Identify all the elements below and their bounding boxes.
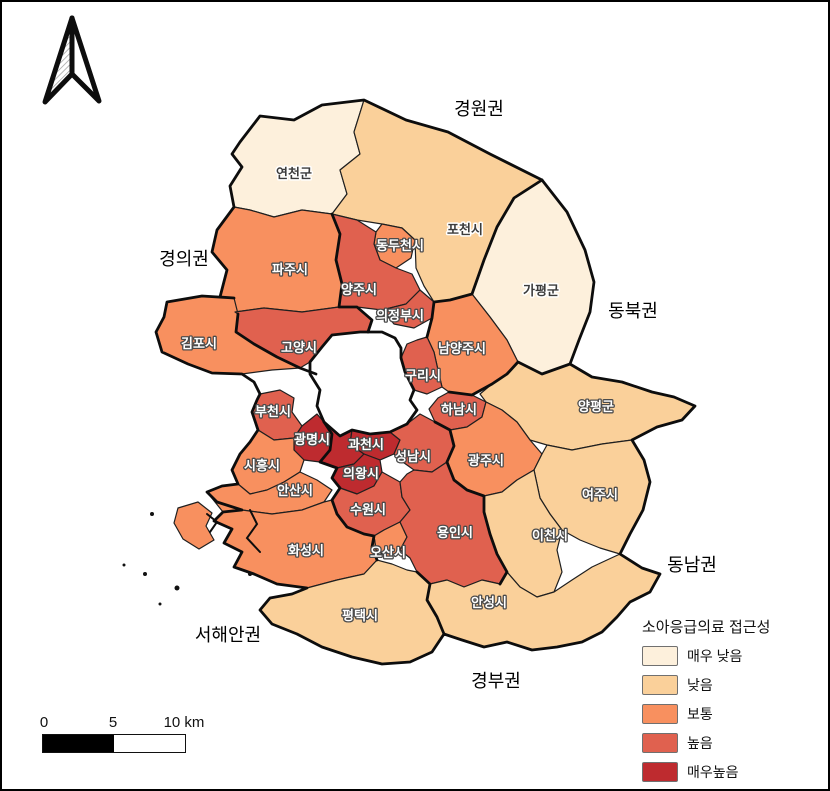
region-label-hwaseong: 화성시 bbox=[288, 543, 324, 558]
region-label-suwon: 수원시 bbox=[350, 502, 386, 517]
legend-item-high: 높음 bbox=[642, 733, 770, 753]
legend-swatch-high bbox=[642, 733, 678, 753]
boundary-path bbox=[318, 420, 379, 562]
scale-bar: 0 5 10 km bbox=[39, 714, 205, 753]
region-label-bucheon: 부천시 bbox=[255, 404, 291, 419]
region-label-paju: 파주시 bbox=[272, 262, 308, 277]
region-label-gapyeong: 가평군 bbox=[523, 283, 559, 298]
boundary-path bbox=[415, 570, 446, 636]
region-label-pocheon: 포천시 bbox=[447, 222, 483, 237]
scale-tick-0: 0 bbox=[39, 714, 49, 731]
boundary-path bbox=[308, 330, 419, 438]
islet bbox=[150, 512, 154, 516]
coastline-detail bbox=[245, 509, 261, 553]
region-label-yangpyeong: 양평군 bbox=[578, 399, 614, 414]
regions-layer bbox=[155, 99, 696, 665]
region-label-guri: 구리시 bbox=[405, 368, 441, 383]
region-label-yeoju: 여주시 bbox=[582, 487, 618, 502]
region-label-yongin: 용인시 bbox=[437, 525, 473, 540]
islet bbox=[158, 602, 162, 606]
legend-swatch-very_low bbox=[642, 646, 678, 666]
region-daebudo bbox=[173, 501, 215, 550]
legend-label-low: 낮음 bbox=[687, 677, 713, 693]
legend-item-very_high: 매우높음 bbox=[642, 762, 770, 782]
region-label-gwangju: 광주시 bbox=[468, 453, 504, 468]
boundary-path bbox=[154, 98, 697, 666]
scale-tick-10: 10 km bbox=[163, 714, 205, 731]
legend-swatch-medium bbox=[642, 704, 678, 724]
group-label-dongbuk: 동북권 bbox=[608, 301, 658, 321]
region-label-gwacheon: 과천시 bbox=[348, 437, 384, 452]
scale-bar-graphic bbox=[42, 734, 186, 753]
boundary-path bbox=[425, 178, 544, 339]
coast-layer bbox=[122, 509, 261, 606]
region-label-osan: 오산시 bbox=[370, 545, 406, 560]
region-label-yeoncheon: 연천군 bbox=[276, 166, 312, 181]
region-label-gimpo: 김포시 bbox=[181, 336, 217, 351]
boundary-path bbox=[433, 420, 509, 586]
region-label-icheon: 이천시 bbox=[532, 528, 568, 543]
legend-swatch-very_high bbox=[642, 762, 678, 782]
islet bbox=[143, 572, 147, 576]
boundary-layer bbox=[154, 98, 697, 666]
legend-label-medium: 보통 bbox=[687, 706, 713, 722]
region-label-siheung: 시흥시 bbox=[244, 458, 280, 473]
region-paju bbox=[211, 206, 343, 313]
legend-label-high: 높음 bbox=[687, 735, 713, 751]
region-label-pyeongtaek: 평택시 bbox=[342, 608, 378, 623]
scale-bar-empty-half bbox=[114, 735, 185, 752]
region-label-yangju: 양주시 bbox=[341, 282, 377, 297]
group-label-seohaean: 서해안권 bbox=[195, 625, 261, 645]
region-label-dongducheon: 동두천시 bbox=[376, 238, 424, 253]
region-label-namyangju: 남양주시 bbox=[438, 341, 486, 356]
legend-item-low: 낮음 bbox=[642, 675, 770, 695]
scale-tick-5: 5 bbox=[108, 714, 118, 731]
legend-item-medium: 보통 bbox=[642, 704, 770, 724]
scale-bar-ticks: 0 5 10 km bbox=[39, 714, 205, 734]
region-label-goyang: 고양시 bbox=[281, 340, 317, 355]
group-label-gyeongbu: 경부권 bbox=[471, 671, 521, 691]
region-guri bbox=[400, 336, 443, 395]
legend-label-very_low: 매우 낮음 bbox=[687, 648, 743, 664]
coastline-detail bbox=[206, 513, 219, 533]
north-arrow-icon bbox=[42, 15, 102, 105]
legend-label-very_high: 매우높음 bbox=[687, 764, 739, 780]
region-label-gwangmyeong: 광명시 bbox=[294, 432, 330, 447]
region-label-uijeongbu: 의정부시 bbox=[376, 308, 424, 323]
boundary-path bbox=[447, 360, 572, 397]
legend-item-very_low: 매우 낮음 bbox=[642, 646, 770, 666]
boundary-path bbox=[234, 312, 318, 376]
boundary-path bbox=[330, 212, 374, 334]
region-label-ansan: 안산시 bbox=[277, 483, 313, 498]
islet bbox=[122, 563, 126, 567]
region-label-seongnam: 성남시 bbox=[395, 449, 431, 464]
scale-bar-filled-half bbox=[43, 735, 114, 752]
group-label-dongnam: 동남권 bbox=[667, 555, 717, 575]
group-label-gyeongui: 경의권 bbox=[159, 249, 209, 269]
legend-swatch-low bbox=[642, 675, 678, 695]
islet bbox=[248, 572, 252, 576]
region-label-uiwang: 의왕시 bbox=[343, 466, 379, 481]
region-label-hanam: 하남시 bbox=[441, 402, 477, 417]
islet bbox=[174, 585, 180, 591]
region-label-anseong: 안성시 bbox=[471, 595, 507, 610]
group-label-gyeongwon: 경원권 bbox=[454, 99, 504, 119]
legend-title: 소아응급의료 접근성 bbox=[642, 619, 771, 636]
